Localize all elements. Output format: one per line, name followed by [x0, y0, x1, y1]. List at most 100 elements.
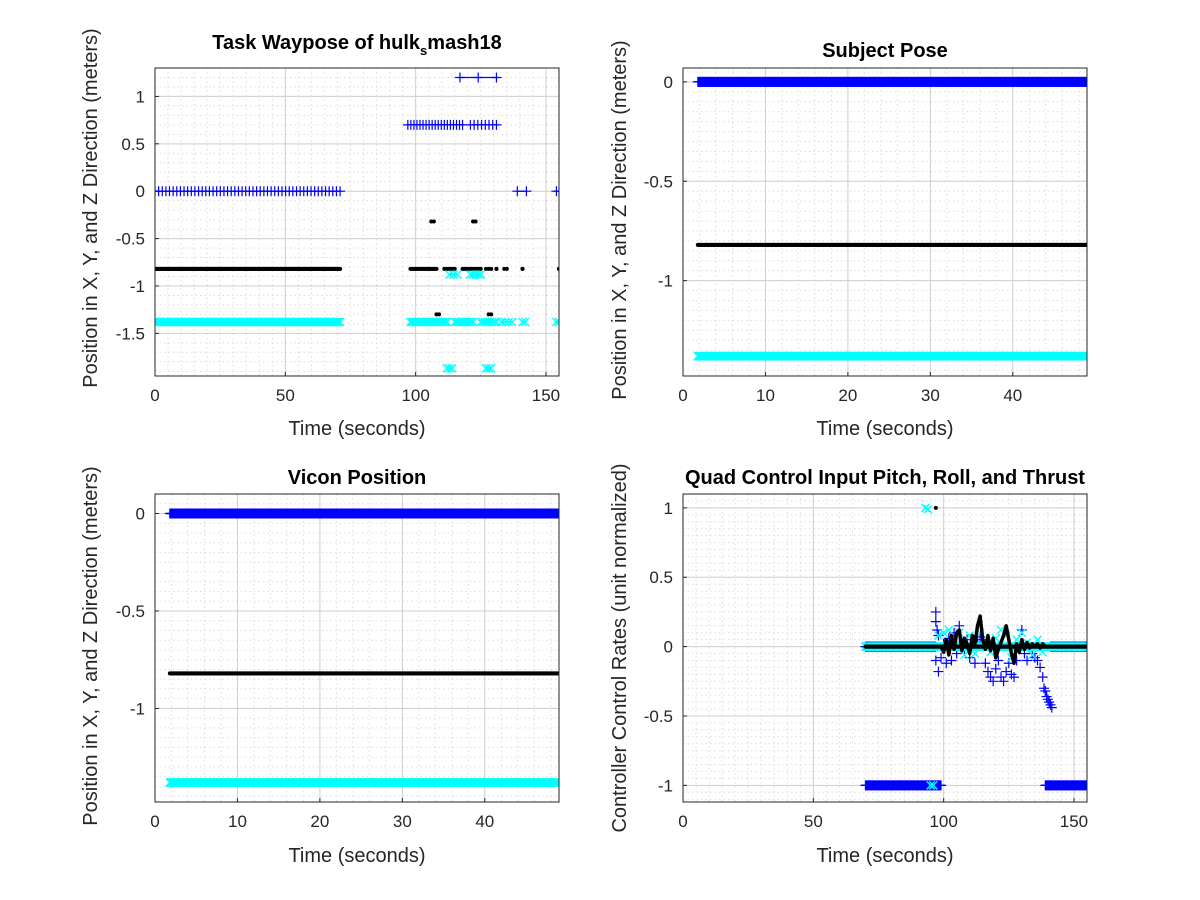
- waypose-series-z-point: [468, 317, 478, 327]
- control-series-x-point: [995, 672, 1006, 683]
- control-series-x-point: [1032, 655, 1043, 666]
- control-xtick-label: 150: [1060, 812, 1088, 831]
- control-ytick-label: 1: [664, 499, 673, 518]
- vicon-position-xlabel: Time (seconds): [288, 845, 425, 867]
- waypose-series-z-point: [486, 363, 496, 373]
- waypose-series-z-point: [440, 317, 450, 327]
- waypose-series-x-point: [491, 119, 502, 130]
- waypose-series-z-point: [520, 317, 530, 327]
- control-series-x-point: [969, 658, 980, 669]
- control-series-x-point: [1082, 780, 1087, 791]
- subject-xtick-label: 10: [756, 386, 775, 405]
- vicon-position-ylabel: Position in X, Y, and Z Direction (meter…: [80, 466, 102, 825]
- control-series-x-point: [993, 655, 1004, 666]
- waypose-xtick-label: 50: [276, 386, 295, 405]
- subject-axes-frame: [682, 67, 1088, 377]
- waypose-series-z-point: [438, 317, 448, 327]
- waypose-ytick-label: 0.5: [121, 135, 145, 154]
- waypose-series-z-point: [504, 317, 514, 327]
- waypose-series-x-point: [454, 72, 465, 83]
- waypose-title: Task Waypose of hulksmash18: [212, 32, 502, 58]
- subject-series-x-point: [1082, 76, 1087, 87]
- subject-series-z-point: [1082, 351, 1087, 361]
- waypose-ytick-label: -1.5: [116, 324, 145, 343]
- waypose-series-y-point: [431, 219, 436, 224]
- subject-axes: 0 10 20 30 400-0.5-1: [644, 67, 1088, 405]
- waypose-ytick-label: 0: [136, 182, 145, 201]
- waypose-series-z-point: [332, 317, 342, 327]
- control-xtick-label: 50: [804, 812, 823, 831]
- waypose-series-y-point: [494, 266, 499, 271]
- vicon-xtick-label: 20: [310, 812, 329, 831]
- control-series-x-point: [1022, 655, 1033, 666]
- vicon-plot-area: [154, 493, 560, 803]
- waypose-xlabel: Time (seconds): [288, 418, 425, 440]
- control-ytick-label: 0: [664, 638, 673, 657]
- control-series-x-point: [930, 655, 941, 666]
- waypose-series-x-point: [554, 186, 559, 197]
- subject-xtick-label: 20: [838, 386, 857, 405]
- waypose-axes-frame: [154, 67, 560, 377]
- control-series-x-point: [930, 606, 941, 617]
- control-series-x-point: [1001, 666, 1012, 677]
- waypose-series-z-point: [445, 270, 455, 280]
- control-ytick-label: -1: [658, 776, 673, 795]
- vicon-xtick-label: 30: [393, 812, 412, 831]
- quad-control-xlabel: Time (seconds): [816, 845, 953, 867]
- control-series-x-point: [930, 616, 941, 627]
- waypose-series-y-point: [478, 266, 483, 271]
- control-ytick-label: 0.5: [649, 568, 673, 587]
- waypose-series-z-point: [476, 270, 486, 280]
- waypose-series-z-point: [448, 270, 458, 280]
- waypose-xtick-label: 150: [532, 386, 560, 405]
- waypose-series-y-point: [437, 312, 442, 317]
- waypose-series-x-point: [491, 72, 502, 83]
- control-series-x-point: [1035, 662, 1046, 673]
- subject-pose-xlabel: Time (seconds): [816, 418, 953, 440]
- control-xtick-label: 100: [929, 812, 957, 831]
- subject-ytick-label: -0.5: [644, 172, 673, 191]
- subject-ytick-label: 0: [664, 73, 673, 92]
- vicon-position-title: Vicon Position: [288, 467, 427, 489]
- waypose-series-y-point: [520, 266, 525, 271]
- vicon-data: [164, 508, 559, 788]
- waypose-series-z-point: [442, 317, 452, 327]
- control-ytick-label: -0.5: [644, 707, 673, 726]
- quad-control-panel: Quad Control Input Pitch, Roll, and Thru…: [609, 463, 1088, 867]
- subject-pose-ylabel: Position in X, Y, and Z Direction (meter…: [609, 40, 631, 399]
- waypose-xtick-label: 0: [150, 386, 159, 405]
- control-data: [860, 503, 1087, 791]
- vicon-xtick-label: 0: [150, 812, 159, 831]
- waypose-series-z-point: [335, 317, 345, 327]
- control-series-x-point: [1037, 672, 1048, 683]
- waypose-series-x-point: [521, 186, 532, 197]
- control-series-x-point: [1046, 702, 1057, 713]
- waypose-series-z-point: [551, 317, 559, 327]
- control-series-x-point: [988, 676, 999, 687]
- waypose-xtick-label: 100: [401, 386, 429, 405]
- waypose-series-y-point: [504, 266, 509, 271]
- control-series-x-point: [990, 663, 1001, 674]
- subject-plot-area: [682, 67, 1088, 377]
- waypose-series-z-point: [497, 317, 507, 327]
- waypose-series-y-point: [473, 219, 478, 224]
- vicon-position-panel: Vicon Position Time (seconds) Position i…: [80, 466, 560, 867]
- waypose-series-z-point: [466, 317, 476, 327]
- waypose-series-z-point: [489, 317, 499, 327]
- subject-pose-title: Subject Pose: [822, 40, 948, 62]
- waypose-series-y-point: [489, 266, 494, 271]
- waypose-series-x-point: [512, 186, 523, 197]
- vicon-series-x-point: [554, 508, 559, 519]
- vicon-series-z-point: [554, 778, 559, 788]
- control-series-x-point: [933, 666, 944, 677]
- waypose-series-z-point: [518, 317, 528, 327]
- quad-control-ylabel: Controller Control Rates (unit normalize…: [609, 463, 631, 832]
- waypose-series-x-point: [335, 186, 346, 197]
- vicon-ytick-label: -1: [130, 699, 145, 718]
- waypose-series-z-point: [554, 317, 559, 327]
- waypose-ytick-label: -1: [130, 277, 145, 296]
- subject-xtick-label: 40: [1003, 386, 1022, 405]
- vicon-ytick-label: 0: [136, 504, 145, 523]
